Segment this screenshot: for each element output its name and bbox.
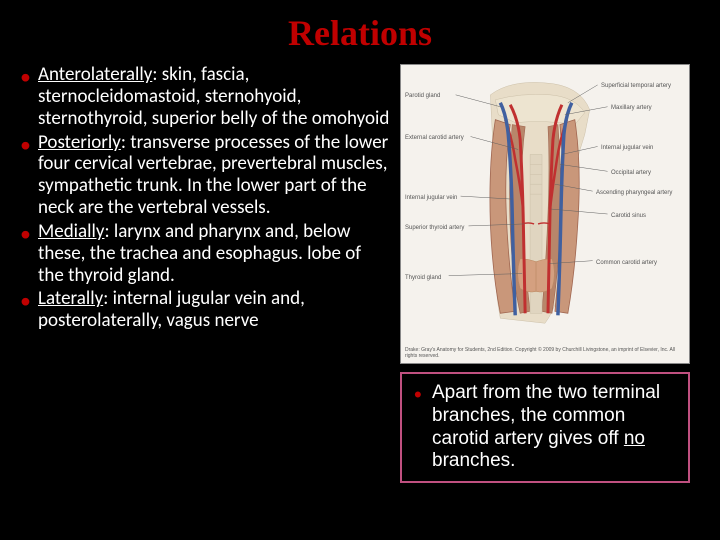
bullet-label: Posteriorly [38,131,121,154]
anatomy-label: Carotid sinus [611,213,646,219]
anatomy-label: Thyroid gland [405,275,441,281]
callout-emphasis: no [624,428,645,449]
bullet-medially: Medially: larynx and pharynx and, below … [20,221,390,287]
bullet-posteriorly: Posteriorly: transverse processes of the… [20,132,390,219]
left-column: Anterolaterally: skin, fascia, sternocle… [20,64,400,483]
anatomy-label: Superior thyroid artery [405,225,464,231]
callout-item: Apart from the two terminal branches, th… [414,382,676,473]
anatomy-image: Parotid gland External carotid artery In… [400,64,690,364]
anatomy-label: Occipital artery [611,170,651,176]
anatomy-label: Superficial temporal artery [601,83,671,89]
right-column: Parotid gland External carotid artery In… [400,64,700,483]
bullet-label: Anterolaterally [38,63,152,86]
callout-suffix: branches. [432,450,515,471]
anatomy-label: Ascending pharyngeal artery [596,190,672,196]
anatomy-label: Parotid gland [405,93,440,99]
bullet-label: Medially [38,220,104,243]
anatomy-label: External carotid artery [405,135,464,141]
slide-title: Relations [0,0,720,64]
bullet-anterolaterally: Anterolaterally: skin, fascia, sternocle… [20,64,390,130]
anatomy-attribution: Drake: Gray's Anatomy for Students, 2nd … [405,347,685,359]
callout-box: Apart from the two terminal branches, th… [400,372,690,483]
relations-list: Anterolaterally: skin, fascia, sternocle… [20,64,390,332]
callout-list: Apart from the two terminal branches, th… [414,382,676,473]
content-area: Anterolaterally: skin, fascia, sternocle… [0,64,720,483]
bullet-label: Laterally [38,287,103,310]
anatomy-label: Internal jugular vein [601,145,653,151]
anatomy-label: Internal jugular vein [405,195,457,201]
anatomy-label: Maxillary artery [611,105,652,111]
bullet-laterally: Laterally: internal jugular vein and, po… [20,288,390,332]
anatomy-label: Common carotid artery [596,260,657,266]
